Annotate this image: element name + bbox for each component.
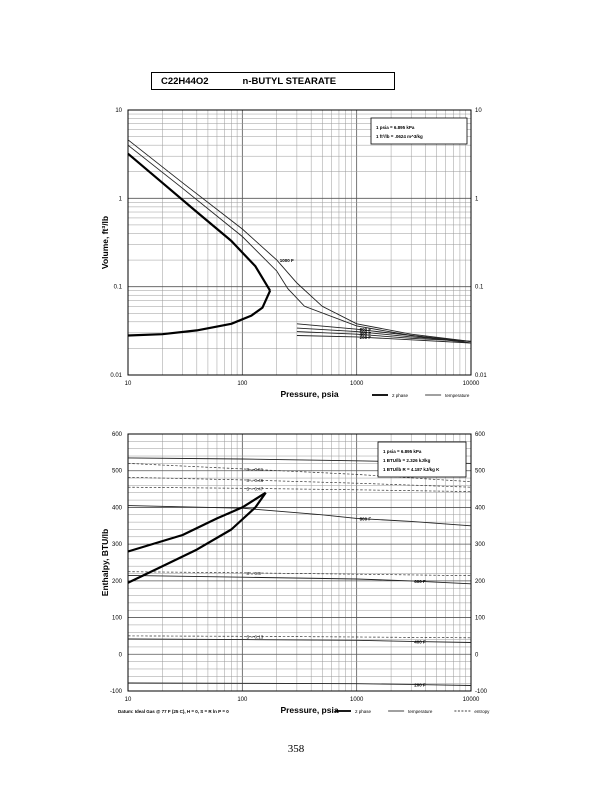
chart2-isotherm-line (127, 505, 472, 527)
chart2-entropy-label: S = 0.3 (246, 571, 261, 576)
chart2-two-phase-vapor-curve (127, 491, 267, 553)
title-box: C22H44O2 n-BUTYL STEARATE (151, 72, 395, 90)
chart1-y-tick-label: 10 (115, 108, 122, 114)
chart1-y-tick-label: 0.1 (114, 285, 123, 291)
chart2-y-tick-label: 200 (112, 579, 123, 585)
chart1-x-tick-label: 100 (237, 381, 248, 387)
chart1-isotherm-label: 200 F (360, 335, 372, 340)
chart1-conversion-box (370, 117, 468, 145)
chart1-y-tick-label: 1 (119, 196, 123, 202)
compound-name: n-BUTYL STEARATE (242, 75, 337, 87)
chart1-y-tick-label-right: 0.1 (475, 285, 484, 291)
chart2-y-tick-label: -100 (110, 689, 123, 695)
chart2-y-tick-label: 0 (119, 652, 123, 658)
chart2-y-tick-label-right: 300 (475, 542, 486, 548)
chart2-y-tick-label-right: 600 (475, 432, 486, 438)
chart1-isotherm-line (127, 144, 472, 344)
chart2-entropy-label: S = 0.47 (246, 486, 263, 491)
chart2-isotherm-line (127, 638, 472, 643)
chart2-entropy-label: S = 0.51 (246, 467, 263, 472)
chart1-isotherm-line (296, 327, 472, 342)
chart2-y-tick-label: 600 (112, 432, 123, 438)
chart1-y-tick-label-right: 10 (475, 108, 482, 114)
chart2-entropy-line (127, 463, 472, 483)
chart1-two-phase-vapor-curve (127, 152, 272, 292)
chart2-entropy-line (127, 486, 472, 492)
chart2-y-tick-label: 100 (112, 616, 123, 622)
chart1-y-tick-label: 0.01 (110, 373, 122, 379)
chart1-isotherm-label: 400 F (360, 332, 372, 337)
chart2-x-tick-label: 10000 (463, 697, 480, 703)
chart1-isotherm-line (296, 335, 472, 344)
chart2-isotherm-label: 600 F (414, 579, 426, 584)
chart2-entropy-label: S = 0.13 (246, 634, 263, 639)
chart2-x-tick-label: 10 (125, 697, 132, 703)
chart2-y-tick-label-right: 200 (475, 579, 486, 585)
chart2-isotherm-label: 200 F (414, 682, 426, 687)
chart2-conversion-line: 1 BTU/lb = 2.326 kJ/kg (383, 458, 431, 463)
chart2-x-tick-label: 1000 (350, 697, 364, 703)
chart2-y-tick-label-right: 400 (475, 505, 486, 511)
chart2-y-tick-label-right: 500 (475, 469, 486, 475)
chart1-x-tick-label: 10000 (463, 381, 480, 387)
compound-formula: C22H44O2 (161, 75, 209, 87)
chart1-plot-frame (127, 109, 472, 376)
chart1-y-tick-label-right: 1 (475, 196, 479, 202)
chart2-datum-note: Datum: Ideal Gas @ 77 F (25 C), H = 0, S… (118, 709, 229, 714)
chart2-conversion-line: 1 psia = 6.895 kPa (383, 449, 422, 454)
chart2-y-tick-label-right: 0 (475, 652, 479, 658)
chart1-legend-label-temperature: temperature (445, 393, 470, 398)
chart2-entropy-label: S = 0.46 (246, 478, 263, 483)
chart2-isotherm-line (127, 574, 472, 585)
chart1-isotherm-label: 600 F (360, 330, 372, 335)
chart1-x-tick-label: 10 (125, 381, 132, 387)
chart2-entropy-line (127, 476, 472, 488)
chart2-legend-label-entropy: entropy (474, 709, 490, 714)
chart2-two-phase-liquid-curve (127, 492, 267, 584)
chart1-x-tick-label: 1000 (350, 381, 364, 387)
chart1-isotherm-label: 1000 F (280, 258, 294, 263)
chart1-x-axis-label: Pressure, psia (280, 389, 338, 399)
chart2-conversion-line: 1 BTU/lb R = 4.187 kJ/kg K (383, 467, 440, 472)
chart1-isotherm-label: 800 F (360, 327, 372, 332)
chart2-y-tick-label: 500 (112, 469, 123, 475)
chart2-y-axis-label: Enthalpy, BTU/lb (100, 529, 110, 596)
chart2-y-tick-label: 300 (112, 542, 123, 548)
chart1-isotherm-line (296, 323, 472, 342)
chart2-plot-frame (127, 433, 472, 692)
chart1-legend-label-two-phase: 2 phase (392, 393, 409, 398)
chart2-x-axis-label: Pressure, psia (280, 705, 338, 715)
chart1-y-axis-label: Volume, ft³/lb (100, 216, 110, 269)
chart2-entropy-line (127, 635, 472, 639)
chart2-y-tick-label-right: 100 (475, 616, 486, 622)
chart2-conversion-box (377, 441, 467, 478)
chart1-conversion-line: 1 psia = 6.895 kPa (376, 125, 415, 130)
chart2-legend-label-temperature: temperature (408, 709, 433, 714)
chart1-conversion-line: 1 ft³/lb = .0624 m^3/kg (376, 134, 423, 139)
chart2-y-tick-label-right: -100 (475, 689, 488, 695)
chart2-isotherm-label: 800 F (360, 516, 372, 521)
chart2-isotherm-line (127, 682, 472, 686)
chart2-x-tick-label: 100 (237, 697, 248, 703)
chart2-legend-label-two-phase: 2 phase (355, 709, 372, 714)
chart2-y-tick-label: 400 (112, 505, 123, 511)
chart1-two-phase-liquid-curve (127, 290, 272, 337)
chart1-y-tick-label-right: 0.01 (475, 373, 487, 379)
chart2-isotherm-label: 400 F (414, 639, 426, 644)
chart2-entropy-line (127, 571, 472, 577)
chart1-isotherm-line (296, 331, 472, 342)
page-number: 358 (287, 743, 305, 755)
chart1-isotherm-line (127, 139, 472, 342)
